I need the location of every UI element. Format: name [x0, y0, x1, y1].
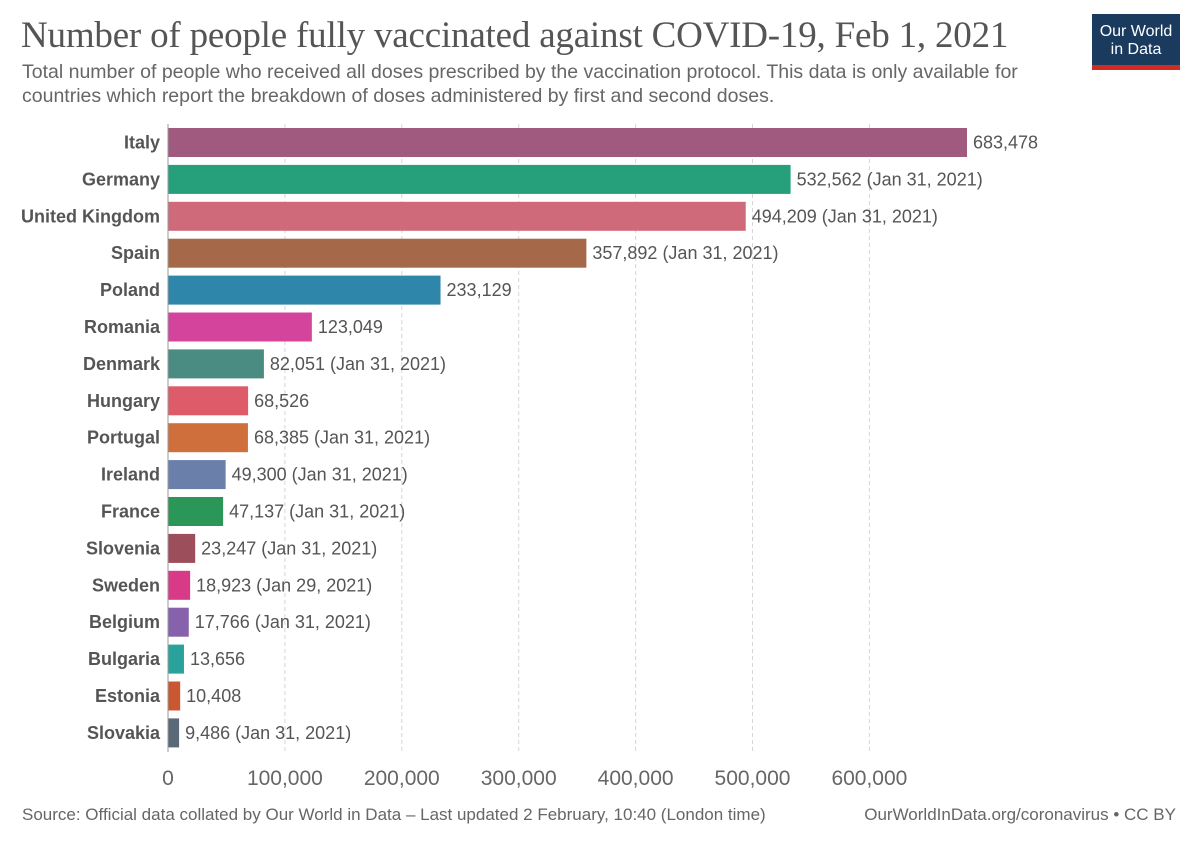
category-label: Belgium: [89, 612, 160, 632]
bar: [168, 607, 189, 637]
value-label: 13,656: [190, 649, 245, 669]
bar: [168, 349, 264, 379]
bar: [168, 238, 587, 268]
logo-accent-bar: [1092, 65, 1180, 70]
x-tick-label: 100,000: [247, 767, 323, 790]
category-label: Bulgaria: [88, 649, 161, 669]
category-label: Denmark: [83, 354, 161, 374]
x-tick-label: 200,000: [364, 767, 440, 790]
value-label: 683,478: [973, 133, 1038, 153]
bar: [168, 533, 196, 563]
category-label: Estonia: [95, 686, 161, 706]
category-label: Poland: [100, 280, 160, 300]
value-label: 17,766 (Jan 31, 2021): [195, 612, 371, 632]
chart-title: Number of people fully vaccinated agains…: [21, 15, 1009, 56]
value-label: 357,892 (Jan 31, 2021): [592, 243, 778, 263]
value-label: 10,408: [186, 686, 241, 706]
chart-subtitle: Total number of people who received all …: [22, 61, 1018, 107]
logo-line-1: Our World: [1099, 23, 1173, 40]
bar: [168, 423, 248, 453]
logo-line-2: in Data: [1110, 41, 1162, 58]
category-label: Italy: [124, 133, 160, 153]
value-label: 68,526: [254, 391, 309, 411]
bar: [168, 201, 746, 231]
bar-chart: 0 100,000 200,000 300,000 400,000 500,000 600,…: [21, 124, 1038, 790]
value-label: 68,385 (Jan 31, 2021): [254, 428, 430, 448]
category-label: Portugal: [87, 428, 160, 448]
value-label: 123,049: [318, 317, 383, 337]
x-tick-label: 400,000: [598, 767, 674, 790]
x-tick-label: 300,000: [481, 767, 557, 790]
bar: [168, 644, 184, 674]
x-tick-label: 0: [162, 767, 174, 790]
category-label: France: [101, 502, 160, 522]
value-label: 9,486 (Jan 31, 2021): [185, 723, 351, 743]
value-label: 532,562 (Jan 31, 2021): [797, 169, 983, 189]
owid-logo[interactable]: Our World in Data: [1092, 14, 1180, 70]
x-tick-label: 600,000: [831, 767, 907, 790]
bar: [168, 681, 181, 711]
value-label: 233,129: [447, 280, 512, 300]
bar: [168, 386, 249, 416]
category-label: Hungary: [87, 391, 160, 411]
bar: [168, 164, 791, 194]
value-label: 82,051 (Jan 31, 2021): [270, 354, 446, 374]
value-label: 47,137 (Jan 31, 2021): [229, 502, 405, 522]
bar: [168, 275, 441, 305]
value-label: 49,300 (Jan 31, 2021): [232, 465, 408, 485]
source-note: Source: Official data collated by Our Wo…: [22, 805, 766, 824]
category-label: Germany: [82, 169, 160, 189]
category-label: Sweden: [92, 575, 160, 595]
category-label: Slovenia: [86, 538, 161, 558]
value-label: 23,247 (Jan 31, 2021): [201, 538, 377, 558]
bar: [168, 570, 191, 600]
category-label: United Kingdom: [21, 206, 160, 226]
category-label: Spain: [111, 243, 160, 263]
category-label: Ireland: [101, 465, 160, 485]
bar: [168, 312, 312, 342]
category-label: Romania: [84, 317, 161, 337]
bar: [168, 128, 967, 157]
value-label: 494,209 (Jan 31, 2021): [752, 206, 938, 226]
bar: [168, 718, 180, 748]
value-label: 18,923 (Jan 29, 2021): [196, 575, 372, 595]
bar: [168, 497, 224, 526]
category-label: Slovakia: [87, 723, 161, 743]
x-tick-label: 500,000: [715, 767, 791, 790]
credit-link[interactable]: OurWorldInData.org/coronavirus • CC BY: [864, 805, 1176, 824]
bar: [168, 460, 226, 490]
